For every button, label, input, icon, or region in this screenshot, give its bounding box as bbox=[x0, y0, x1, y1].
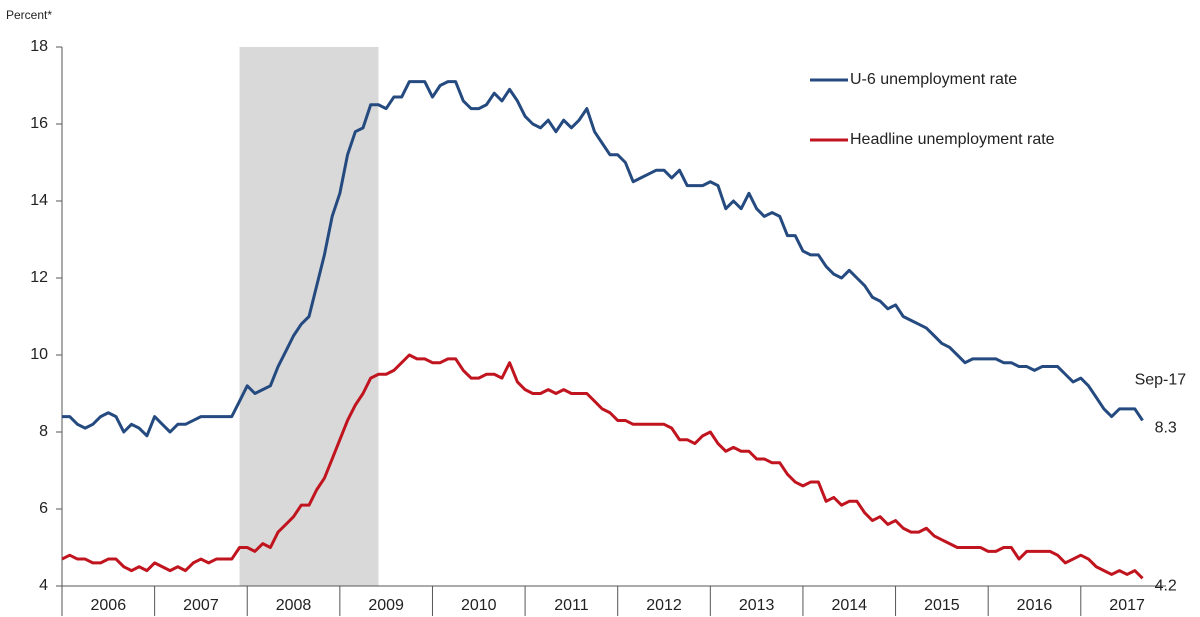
x-tick-label: 2010 bbox=[461, 597, 497, 614]
x-tick-label: 2006 bbox=[91, 597, 127, 614]
x-tick-label: 2009 bbox=[368, 597, 404, 614]
series-line bbox=[62, 80, 1144, 438]
x-tick-label: 2015 bbox=[924, 597, 960, 614]
y-tick-label: 8 bbox=[39, 423, 48, 440]
y-tick-label: 6 bbox=[39, 500, 48, 517]
y-tick-label: 14 bbox=[30, 192, 48, 209]
annotation: Sep-17 bbox=[1135, 372, 1187, 389]
x-tick-label: 2011 bbox=[554, 597, 589, 614]
x-tick-label: 2012 bbox=[646, 597, 682, 614]
end-value-label: 8.3 bbox=[1155, 420, 1177, 437]
x-tick-label: 2017 bbox=[1109, 597, 1145, 614]
y-tick-label: 18 bbox=[30, 38, 48, 55]
x-tick-label: 2008 bbox=[276, 597, 312, 614]
end-value-label: 4.2 bbox=[1155, 578, 1177, 595]
x-tick-label: 2016 bbox=[1017, 597, 1053, 614]
y-tick-label: 12 bbox=[30, 269, 48, 286]
legend-label: Headline unemployment rate bbox=[850, 131, 1055, 148]
x-tick-label: 2013 bbox=[739, 597, 775, 614]
x-tick-label: 2014 bbox=[831, 597, 867, 614]
y-tick-label: 10 bbox=[30, 346, 48, 363]
legend-label: U-6 unemployment rate bbox=[850, 71, 1017, 88]
x-tick-label: 2007 bbox=[183, 597, 219, 614]
y-tick-label: 16 bbox=[30, 115, 48, 132]
series-line bbox=[61, 353, 1144, 580]
y-tick-label: 4 bbox=[39, 577, 48, 594]
y-axis-label: Percent* bbox=[6, 8, 52, 22]
